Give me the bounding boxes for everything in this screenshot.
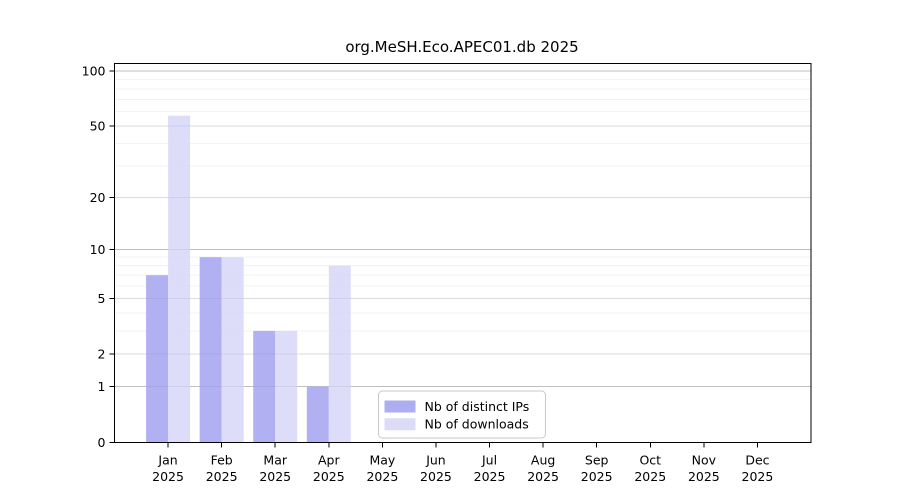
legend-label-downloads: Nb of downloads — [425, 417, 529, 432]
x-tick-label-year: 2025 — [313, 469, 345, 484]
x-tick-label-month: Mar — [263, 453, 287, 468]
x-tick-label-year: 2025 — [259, 469, 291, 484]
plot-border — [114, 63, 812, 443]
x-tick-label-year: 2025 — [420, 469, 452, 484]
y-tick-label: 5 — [98, 291, 106, 306]
x-tick-label-year: 2025 — [581, 469, 613, 484]
legend-label-distinct-ips: Nb of distinct IPs — [425, 399, 530, 414]
axes: 0125102050100Jan2025Feb2025Mar2025Apr202… — [82, 63, 812, 484]
y-tick-label: 100 — [82, 64, 106, 79]
bar-jan-distinct-ips — [146, 275, 169, 443]
x-tick-label-year: 2025 — [206, 469, 238, 484]
bar-jan-downloads — [168, 115, 191, 443]
x-tick-label-year: 2025 — [474, 469, 506, 484]
x-tick-label-year: 2025 — [742, 469, 774, 484]
x-tick-label-year: 2025 — [527, 469, 559, 484]
x-tick-label-year: 2025 — [688, 469, 720, 484]
y-tick-label: 20 — [90, 190, 106, 205]
bar-apr-distinct-ips — [306, 386, 329, 443]
bar-mar-downloads — [275, 330, 298, 443]
y-tick-label: 10 — [90, 242, 106, 257]
y-tick-label: 0 — [98, 435, 106, 450]
x-tick-label-year: 2025 — [366, 469, 398, 484]
bar-feb-downloads — [221, 257, 244, 443]
x-tick-label-month: Jun — [425, 453, 446, 468]
legend-swatch-downloads — [384, 418, 416, 431]
x-tick-label-month: Aug — [531, 453, 555, 468]
x-tick-label-month: Oct — [639, 453, 661, 468]
x-tick-label-month: Feb — [211, 453, 233, 468]
x-tick-label-month: Sep — [585, 453, 609, 468]
chart-title: org.MeSH.Eco.APEC01.db 2025 — [345, 38, 578, 56]
y-tick-label: 1 — [98, 379, 106, 394]
bar-feb-distinct-ips — [199, 257, 222, 443]
gridlines-overlay — [114, 70, 811, 388]
bars — [146, 115, 351, 443]
x-tick-label-month: Dec — [745, 453, 769, 468]
legend-box — [378, 390, 546, 439]
x-tick-label-month: May — [369, 453, 395, 468]
y-tick-label: 50 — [90, 119, 106, 134]
x-tick-label-year: 2025 — [634, 469, 666, 484]
x-tick-label-month: Apr — [318, 453, 340, 468]
legend: Nb of distinct IPs Nb of downloads — [378, 390, 546, 439]
x-tick-label-month: Nov — [692, 453, 717, 468]
x-tick-label-month: Jan — [157, 453, 177, 468]
x-tick-label-month: Jul — [481, 453, 497, 468]
bar-mar-distinct-ips — [253, 330, 276, 443]
y-tick-label: 2 — [98, 347, 106, 362]
legend-swatch-distinct-ips — [384, 400, 416, 413]
bar-apr-downloads — [328, 265, 351, 443]
x-tick-label-year: 2025 — [152, 469, 184, 484]
